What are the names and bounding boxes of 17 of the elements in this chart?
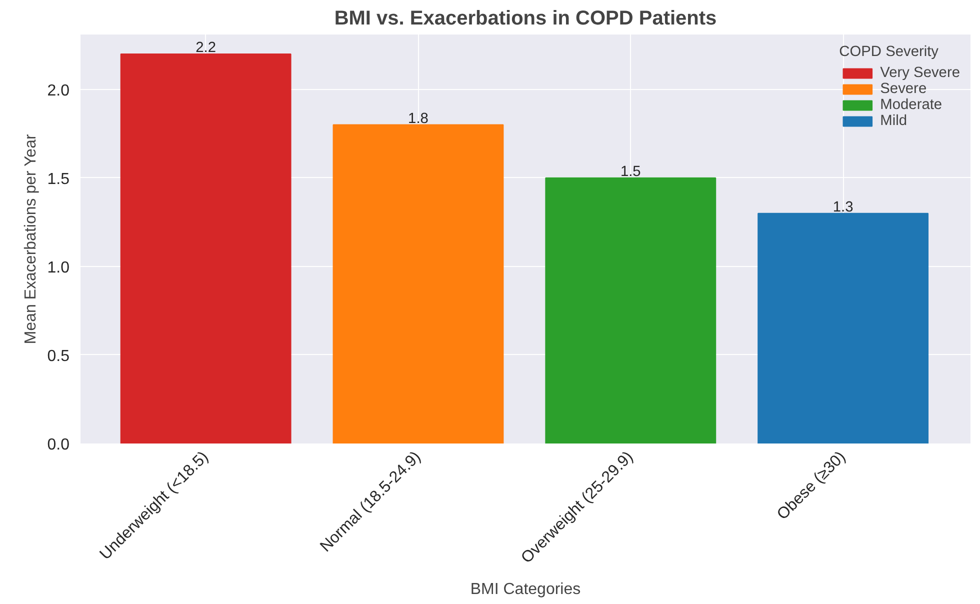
legend-label: Severe: [880, 81, 927, 97]
data-label: 1.5: [620, 164, 641, 180]
y-tick-label: 1.0: [47, 259, 70, 276]
data-label: 2.2: [196, 40, 216, 56]
data-label: 1.8: [408, 110, 428, 127]
legend-label: Moderate: [880, 97, 942, 113]
y-axis-title: Mean Exacerbations per Year: [22, 134, 40, 344]
y-tick-label: 1.5: [47, 170, 70, 188]
legend-title: COPD Severity: [839, 44, 940, 60]
legend-label: Mild: [880, 113, 908, 129]
x-axis-title: BMI Categories: [470, 580, 581, 598]
y-tick-label: 2.0: [47, 82, 70, 100]
legend-label: Very Severe: [880, 65, 960, 81]
chart-title: BMI vs. Exacerbations in COPD Patients: [334, 8, 717, 30]
y-tick-label: 0.0: [47, 436, 70, 454]
data-label: 1.3: [832, 199, 854, 216]
y-tick-label: 0.5: [47, 348, 70, 365]
